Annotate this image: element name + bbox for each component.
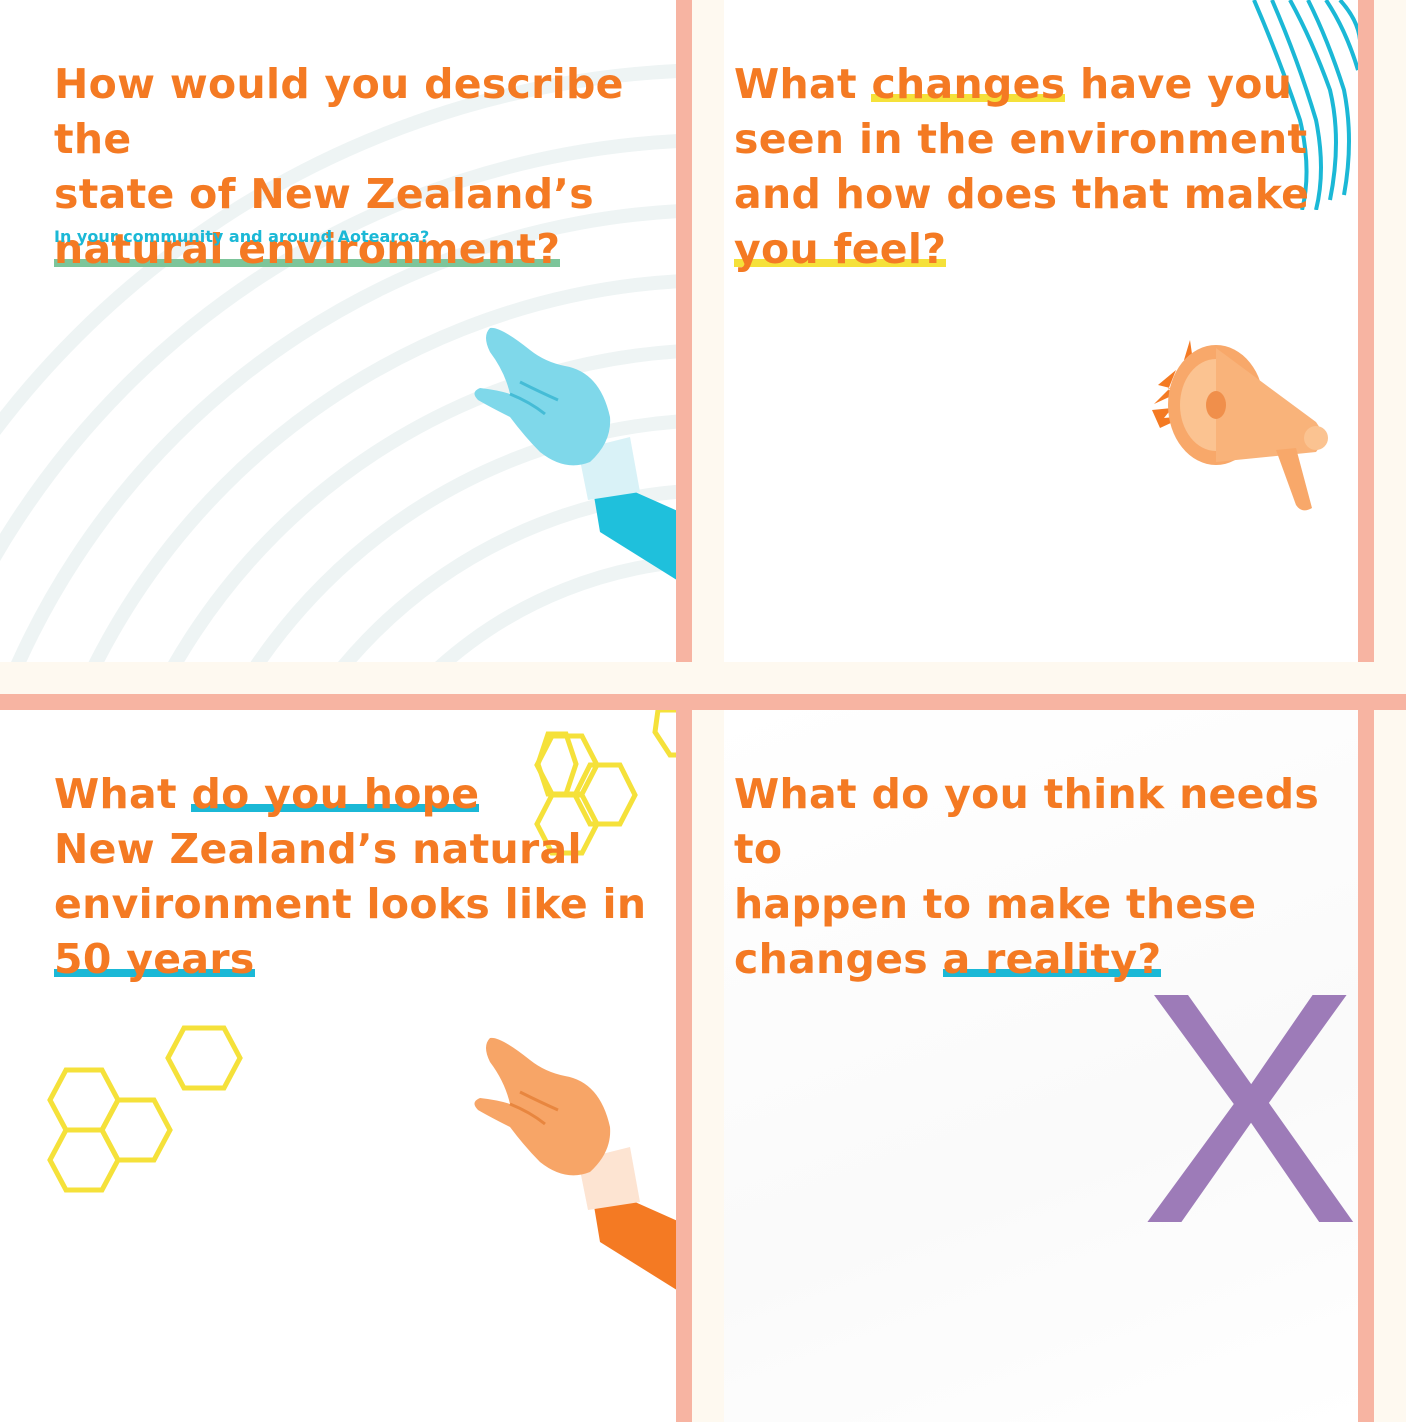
megaphone-icon [1152,340,1328,511]
hexagon-cluster-decoration [47,1025,243,1193]
frame-divider [0,694,1406,710]
pointing-hand-icon [474,327,676,580]
big-letter-x: X [1140,923,1358,1292]
question-line: environment looks like in [54,880,647,928]
question-card-state: How would you describe the state of New … [0,0,676,662]
question-line: What do you think needs to [734,770,1320,873]
highlighted-phrase: do you hope [191,770,480,818]
question-fragment: What [734,60,872,108]
question-card-changes: What changes have you seen in the enviro… [724,0,1358,662]
highlighted-phrase: natural environment? [54,225,561,273]
hexagon-cluster-decoration [534,710,676,856]
frame-divider [1358,710,1374,1422]
highlighted-phrase: changes [871,60,1066,108]
question-line: How would you describe the [54,60,624,163]
question-line: and how does that make [734,170,1310,218]
question-fragment: What [54,770,192,818]
highlighted-phrase: you feel? [734,225,947,273]
question-subtitle: In your community and around Aotearoa? [54,227,430,246]
frame-divider [676,710,692,1422]
question-line: state of New Zealand’s [54,170,594,218]
highlighted-phrase: a reality? [942,935,1162,983]
question-card-reality: What do you think needs to happen to mak… [724,710,1358,1422]
question-line: happen to make these [734,880,1257,928]
question-text: What do you think needs to happen to mak… [734,767,1354,987]
question-line: seen in the environment [734,115,1308,163]
pointing-hand-icon [474,1037,676,1290]
question-fragment: changes [734,935,943,983]
question-line: New Zealand’s natural [54,825,582,873]
highlighted-phrase: 50 years [54,935,255,983]
wave-lines-decoration [1252,0,1358,210]
frame-divider [1358,0,1374,662]
question-card-hope: What do you hope New Zealand’s natural e… [0,710,676,1422]
question-text: What do you hope New Zealand’s natural e… [54,767,674,987]
question-text: How would you describe the state of New … [54,57,674,277]
question-text: What changes have you seen in the enviro… [734,57,1354,277]
frame-divider [676,0,692,662]
question-fragment: have you [1065,60,1293,108]
